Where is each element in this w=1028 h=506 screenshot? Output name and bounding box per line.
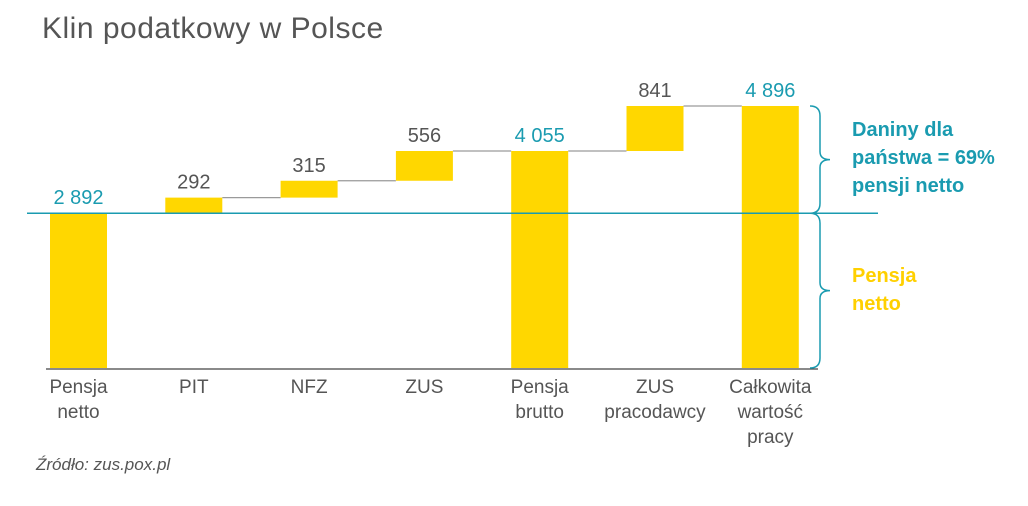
category-label: NFZ	[291, 377, 328, 398]
category-label: pracodawcy	[604, 402, 706, 423]
value-label: 315	[292, 155, 325, 177]
source-note: Źródło: zus.pox.pl	[36, 455, 171, 474]
brace-net	[809, 212, 831, 369]
category-label: ZUS	[636, 377, 674, 398]
bar-5	[626, 106, 684, 152]
category-label: brutto	[515, 402, 564, 423]
bar-4	[511, 151, 569, 368]
net-salary-annotation: Pensja netto	[852, 262, 916, 318]
category-label: Całkowita	[729, 377, 812, 398]
category-label: Pensja	[511, 377, 570, 398]
bar-3	[395, 151, 453, 181]
net-line-2: netto	[852, 293, 901, 315]
value-label: 4 896	[745, 80, 795, 102]
value-label: 2 892	[53, 187, 103, 209]
fiscal-line-2: państwa = 69%	[852, 147, 995, 169]
brace-fiscal	[809, 105, 831, 214]
value-label: 841	[638, 80, 671, 102]
bar-1	[165, 197, 223, 214]
category-label: Pensja	[49, 377, 108, 398]
value-label: 292	[177, 172, 210, 194]
category-label: PIT	[179, 377, 209, 398]
net-line-1: Pensja	[852, 265, 917, 287]
bar-0	[50, 213, 107, 368]
fiscal-burden-annotation: Daniny dla państwa = 69% pensji netto	[852, 116, 995, 200]
fiscal-line-1: Daniny dla	[852, 119, 954, 141]
value-label: 556	[408, 125, 441, 147]
category-label: ZUS	[405, 377, 443, 398]
value-label: 4 055	[515, 125, 565, 147]
category-label: wartość	[737, 402, 803, 423]
bar-6	[741, 106, 799, 368]
chart-title: Klin podatkowy w Polsce	[42, 12, 384, 45]
bar-2	[280, 180, 338, 198]
fiscal-line-3: pensji netto	[852, 175, 965, 197]
category-label: pracy	[747, 427, 794, 448]
category-label: netto	[57, 402, 99, 423]
